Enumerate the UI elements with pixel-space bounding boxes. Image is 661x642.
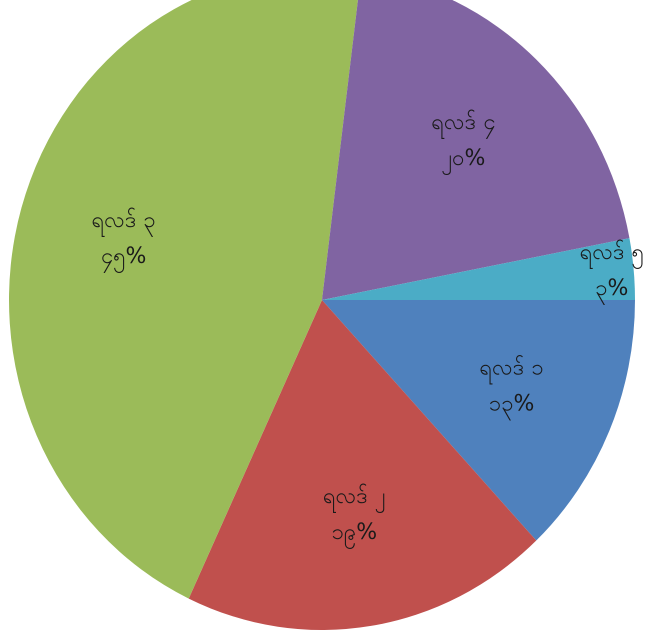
slice-value-label: ၁၉% <box>331 520 377 549</box>
pie-slice <box>9 0 358 599</box>
slice-category-label: ရလဒ် ၅ <box>580 239 644 269</box>
slice-value-label: ၃% <box>595 276 628 305</box>
slice-value-label: ၄၅% <box>101 244 147 273</box>
slice-category-label: ရလဒ် ၂ <box>323 483 386 513</box>
slice-value-label: ၁၃% <box>489 391 535 420</box>
pie-slice <box>322 0 630 300</box>
slice-category-label: ရလဒ် ၄ <box>431 109 495 139</box>
slice-category-label: ရလဒ် ၃ <box>92 207 156 237</box>
pie-slice <box>188 300 537 631</box>
slice-category-label: ရလဒ် ၁ <box>480 354 544 384</box>
pie-slice <box>322 300 635 541</box>
slice-value-label: ၂၀% <box>441 146 485 175</box>
pie-slice <box>322 238 635 300</box>
